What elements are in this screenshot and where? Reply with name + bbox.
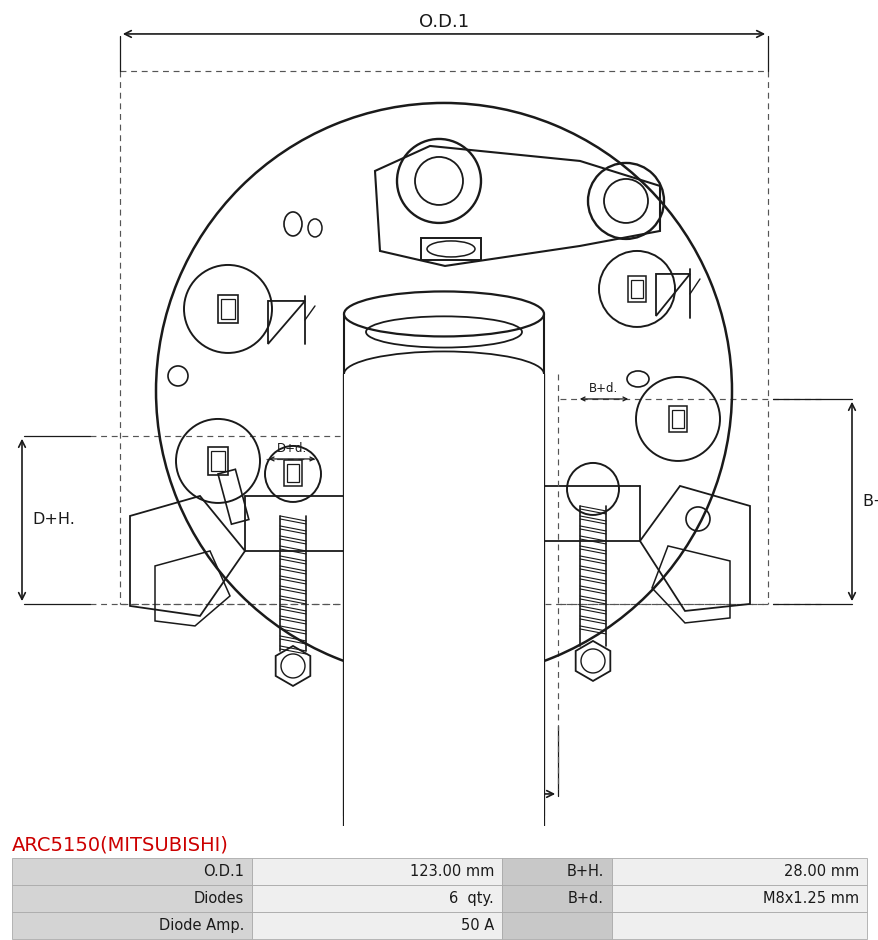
Bar (211, 451, 225, 471)
Bar (611, 885, 866, 912)
Bar (284, 460, 302, 486)
Text: O.D.1: O.D.1 (419, 13, 469, 31)
Text: B+d.: B+d. (589, 383, 618, 396)
Text: Diodes: Diodes (193, 891, 244, 906)
Bar (208, 446, 227, 475)
Bar (12, 912, 252, 939)
Bar (12, 858, 252, 885)
Bar (630, 280, 643, 298)
Text: B+H.: B+H. (566, 864, 603, 879)
Text: O.D.1: O.D.1 (203, 864, 244, 879)
Text: D+H.: D+H. (32, 512, 75, 527)
Bar (672, 410, 683, 428)
Bar (501, 885, 611, 912)
Bar (220, 299, 234, 319)
Text: B+H.: B+H. (861, 494, 878, 509)
Bar (627, 276, 645, 302)
Text: B+d.: B+d. (567, 891, 603, 906)
Text: ARC5150(MITSUBISHI): ARC5150(MITSUBISHI) (12, 836, 228, 854)
Text: Diode Amp.: Diode Amp. (158, 918, 244, 933)
Bar (12, 885, 252, 912)
Bar (611, 912, 866, 939)
Bar (252, 858, 501, 885)
Text: 123.00 mm: 123.00 mm (409, 864, 493, 879)
Bar (343, 374, 543, 940)
Bar (611, 858, 866, 885)
Bar (287, 464, 299, 482)
Bar (421, 238, 480, 260)
Bar (218, 295, 238, 323)
Bar (501, 912, 611, 939)
Text: 28.00 mm: 28.00 mm (783, 864, 858, 879)
Text: I.D.1: I.D.1 (435, 773, 478, 791)
Bar (668, 406, 687, 432)
Bar (252, 885, 501, 912)
Text: D+d.: D+d. (277, 443, 306, 456)
Text: 6  qty.: 6 qty. (449, 891, 493, 906)
Text: 50 A: 50 A (460, 918, 493, 933)
Text: M8x1.25 mm: M8x1.25 mm (762, 891, 858, 906)
Bar (252, 912, 501, 939)
Bar (218, 469, 248, 525)
Bar (501, 858, 611, 885)
